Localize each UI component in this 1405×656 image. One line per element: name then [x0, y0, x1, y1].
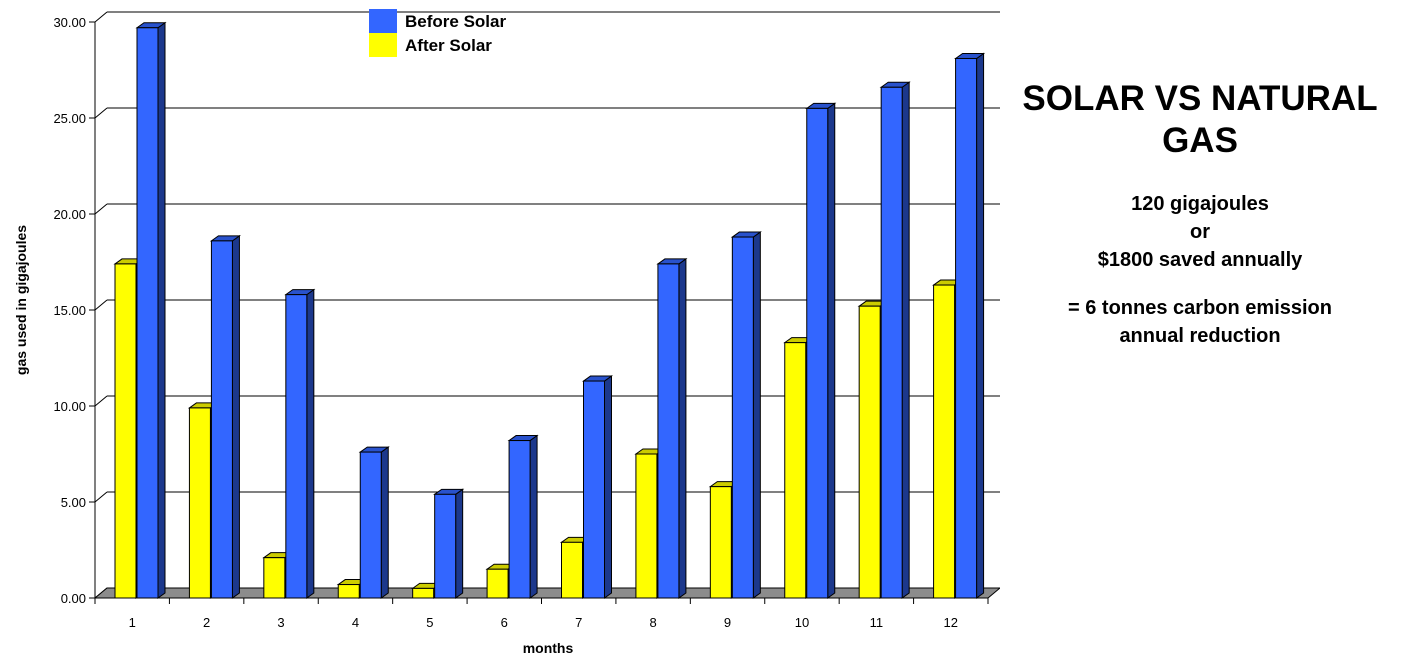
x-tick-label: 1 [129, 615, 136, 630]
y-tick-label: 20.00 [53, 207, 86, 222]
bar-before-solar [209, 234, 241, 599]
panel-line-emission: = 6 tonnes carbon emission [1068, 297, 1332, 319]
gridline-connector [94, 299, 108, 311]
panel-title: SOLAR VS NATURAL GAS [1022, 79, 1378, 160]
panel-line-reduction: annual reduction [1119, 325, 1281, 347]
bar-before-solar [730, 231, 762, 599]
x-tick-label: 2 [203, 615, 210, 630]
x-tick-label: 9 [724, 615, 731, 630]
bar-before-solar [805, 102, 837, 599]
bar-before-solar [284, 288, 316, 599]
legend: Before Solar After Solar [369, 9, 506, 57]
y-tick-label: 15.00 [53, 303, 86, 318]
summary-panel: SOLAR VS NATURAL GAS 120 gigajoules or $… [1000, 78, 1400, 350]
x-tick-label: 5 [426, 615, 433, 630]
y-axis-title: gas used in gigajoules [13, 225, 29, 375]
bar-before-solar [433, 488, 465, 599]
gridline-connector [94, 11, 108, 23]
x-tick-label: 10 [795, 615, 809, 630]
gridlines [94, 11, 1000, 599]
x-tick-label: 4 [352, 615, 359, 630]
x-tick-label: 11 [870, 615, 884, 630]
bar-before-solar [879, 81, 911, 599]
legend-swatch [369, 33, 397, 57]
y-tick-label: 5.00 [61, 495, 86, 510]
bar-before-solar [135, 21, 167, 599]
bar-before-solar [954, 52, 986, 599]
panel-line-savings: $1800 saved annually [1097, 249, 1303, 271]
gridline-connector [94, 491, 108, 503]
x-tick-label: 6 [501, 615, 508, 630]
panel-line-or: or [1190, 221, 1210, 243]
x-tick-label: 12 [944, 615, 958, 630]
bar-before-solar [656, 257, 688, 599]
bar-before-solar [507, 434, 539, 599]
legend-label: After Solar [405, 36, 492, 55]
panel-line-gigajoules: 120 gigajoules [1131, 193, 1269, 215]
x-tick-label: 3 [277, 615, 284, 630]
y-tick-label: 25.00 [53, 111, 86, 126]
y-tick-label: 30.00 [53, 15, 86, 30]
x-tick-label: 8 [650, 615, 657, 630]
gridline-connector [94, 395, 108, 407]
x-tick-label: 7 [575, 615, 582, 630]
bar-before-solar [581, 375, 614, 599]
x-axis-title: months [523, 640, 574, 656]
gridline-connector [94, 107, 108, 119]
y-tick-label: 10.00 [53, 399, 86, 414]
bar-before-solar [358, 446, 390, 599]
legend-label: Before Solar [405, 12, 506, 31]
legend-swatch [369, 9, 397, 33]
gridline-connector [94, 203, 108, 215]
y-tick-label: 0.00 [61, 591, 86, 606]
bars [113, 21, 986, 599]
